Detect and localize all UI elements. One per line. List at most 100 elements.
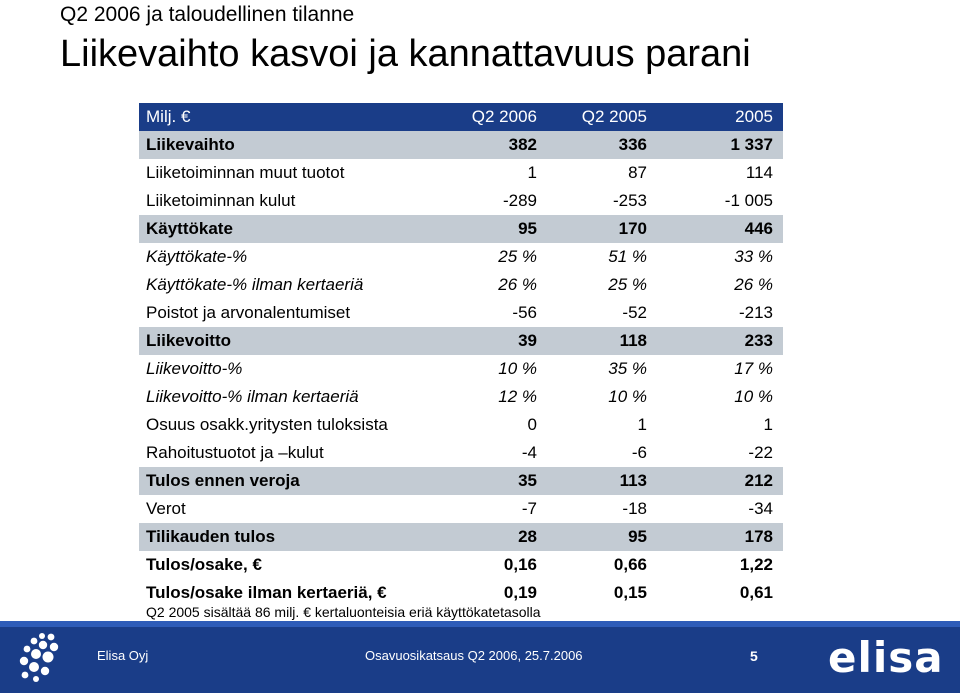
row-value: 51 % xyxy=(608,247,647,266)
table-row: Liikevaihto 382 336 1 337 xyxy=(139,131,783,159)
row-value: 0 xyxy=(527,415,537,434)
row-value: 446 xyxy=(744,219,773,238)
row-label: Käyttökate-% ilman kertaeriä xyxy=(146,275,364,294)
table-row: Liiketoiminnan muut tuotot 1 87 114 xyxy=(139,159,783,187)
row-value: -4 xyxy=(521,443,537,462)
report-name: Osavuosikatsaus Q2 2006, 25.7.2006 xyxy=(365,648,583,663)
company-name: Elisa Oyj xyxy=(97,648,149,663)
table-header-row: Milj. € Q2 2006 Q2 2005 2005 xyxy=(139,103,783,131)
row-value: 95 xyxy=(628,527,647,546)
row-value: -7 xyxy=(521,499,537,518)
row-value: -289 xyxy=(502,191,537,210)
table-row: Liiketoiminnan kulut -289 -253 -1 005 xyxy=(139,187,783,215)
footer-accent-line xyxy=(0,621,960,627)
row-value: 233 xyxy=(744,331,773,350)
column-header-unit: Milj. € xyxy=(146,107,191,126)
row-value: 25 % xyxy=(498,247,537,266)
row-value: 1,22 xyxy=(739,555,773,574)
row-label: Tilikauden tulos xyxy=(146,527,276,546)
table-row: Liikevoitto 39 118 233 xyxy=(139,327,783,355)
row-value: 26 % xyxy=(734,275,773,294)
row-value: -18 xyxy=(622,499,647,518)
table-row: Käyttökate 95 170 446 xyxy=(139,215,783,243)
row-label: Käyttökate xyxy=(146,219,233,238)
financial-table: Milj. € Q2 2006 Q2 2005 2005 Liikevaihto… xyxy=(139,103,783,607)
row-value: 35 % xyxy=(608,359,647,378)
table-row: Poistot ja arvonalentumiset -56 -52 -213 xyxy=(139,299,783,327)
row-value: 95 xyxy=(518,219,537,238)
row-label: Liikevaihto xyxy=(146,135,235,154)
row-value: 35 xyxy=(518,471,537,490)
row-label: Käyttökate-% xyxy=(146,247,248,266)
row-value: 1 xyxy=(763,415,773,434)
row-value: 118 xyxy=(619,331,647,350)
table-row: Käyttökate-% 25 % 51 % 33 % xyxy=(139,243,783,271)
row-value: 87 xyxy=(628,163,647,182)
row-value: -1 005 xyxy=(724,191,773,210)
slide-subtitle: Q2 2006 ja taloudellinen tilanne xyxy=(60,3,355,26)
row-value: 10 % xyxy=(734,387,773,406)
table-row: Tulos ennen veroja 35 113 212 xyxy=(139,467,783,495)
table-row: Osuus osakk.yritysten tuloksista 0 1 1 xyxy=(139,411,783,439)
row-value: -213 xyxy=(738,303,773,322)
row-value: 336 xyxy=(618,135,647,154)
row-value: 0,66 xyxy=(613,555,647,574)
table-row: Liikevoitto-% ilman kertaeriä 12 % 10 % … xyxy=(139,383,783,411)
page-number: 5 xyxy=(750,648,758,664)
row-label: Poistot ja arvonalentumiset xyxy=(146,303,351,322)
row-label: Liikevoitto-% ilman kertaeriä xyxy=(146,387,359,406)
row-label: Liiketoiminnan kulut xyxy=(146,191,296,210)
row-value: 33 % xyxy=(734,247,773,266)
row-value: 12 % xyxy=(498,387,537,406)
row-value: 114 xyxy=(745,163,773,182)
row-value: 28 xyxy=(518,527,537,546)
row-value: 212 xyxy=(744,471,773,490)
row-label: Tulos/osake, € xyxy=(146,555,262,574)
row-value: -56 xyxy=(512,303,537,322)
row-value: 1 xyxy=(637,415,647,434)
row-label: Verot xyxy=(146,499,186,518)
row-value: 1 xyxy=(527,163,537,182)
table-row: Liikevoitto-% 10 % 35 % 17 % xyxy=(139,355,783,383)
elisa-wordmark-logo: elisa xyxy=(828,633,944,682)
row-value: 25 % xyxy=(608,275,647,294)
slide-title: Liikevaihto kasvoi ja kannattavuus paran… xyxy=(60,33,751,75)
table-row: Käyttökate-% ilman kertaeriä 26 % 25 % 2… xyxy=(139,271,783,299)
row-label: Osuus osakk.yritysten tuloksista xyxy=(146,415,388,434)
row-value: -6 xyxy=(631,443,647,462)
row-label: Tulos/osake ilman kertaeriä, € xyxy=(146,583,387,602)
row-value: 10 % xyxy=(608,387,647,406)
row-value: 1 337 xyxy=(730,135,773,154)
column-header-2005: 2005 xyxy=(735,107,773,126)
footer-bar: Elisa Oyj Osavuosikatsaus Q2 2006, 25.7.… xyxy=(0,621,960,693)
row-value: 178 xyxy=(744,527,773,546)
table-row: Tulos/osake ilman kertaeriä, € 0,19 0,15… xyxy=(139,579,783,607)
table-row: Tulos/osake, € 0,16 0,66 1,22 xyxy=(139,551,783,579)
row-value: 39 xyxy=(518,331,537,350)
elisa-dots-logo-icon xyxy=(19,633,59,682)
row-value: 382 xyxy=(508,135,537,154)
row-value: -52 xyxy=(622,303,647,322)
row-value: 10 % xyxy=(498,359,537,378)
row-value: 0,19 xyxy=(503,583,537,602)
row-label: Rahoitustuotot ja –kulut xyxy=(146,443,324,462)
column-header-q2-2005: Q2 2005 xyxy=(581,107,647,126)
row-label: Liikevoitto xyxy=(146,331,232,350)
row-label: Liikevoitto-% xyxy=(146,359,243,378)
row-value: 0,16 xyxy=(503,555,537,574)
row-value: -34 xyxy=(748,499,773,518)
table-row: Rahoitustuotot ja –kulut -4 -6 -22 xyxy=(139,439,783,467)
row-value: 0,61 xyxy=(739,583,773,602)
row-value: -22 xyxy=(748,443,773,462)
table-row: Verot -7 -18 -34 xyxy=(139,495,783,523)
table-row: Tilikauden tulos 28 95 178 xyxy=(139,523,783,551)
row-label: Tulos ennen veroja xyxy=(146,471,300,490)
row-value: 26 % xyxy=(498,275,537,294)
row-value: 170 xyxy=(618,219,647,238)
row-value: -253 xyxy=(612,191,647,210)
row-value: 17 % xyxy=(734,359,773,378)
column-header-q2-2006: Q2 2006 xyxy=(471,107,537,126)
row-value: 113 xyxy=(619,471,647,490)
row-label: Liiketoiminnan muut tuotot xyxy=(146,163,345,182)
footnote: Q2 2005 sisältää 86 milj. € kertaluontei… xyxy=(146,604,541,620)
